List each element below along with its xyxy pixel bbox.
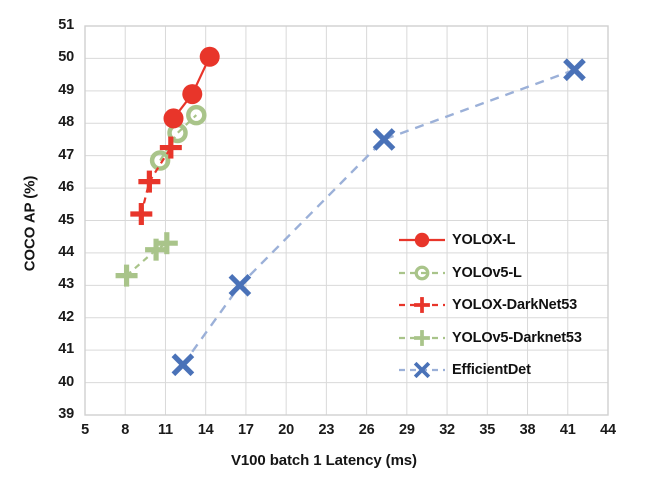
x-tick-label: 38: [519, 422, 536, 438]
x-tick-label: 20: [278, 422, 294, 438]
legend-item-label: YOLOX-DarkNet53: [452, 297, 578, 313]
x-tick-label: 5: [81, 422, 89, 438]
x-tick-label: 26: [358, 422, 375, 438]
y-tick-label: 41: [58, 341, 74, 358]
x-tick-label: 8: [121, 422, 130, 438]
legend-marker-icon: [395, 229, 449, 251]
x-tick-label: 32: [439, 422, 455, 438]
y-tick-label: 42: [58, 308, 74, 325]
series-yolox-l: [163, 46, 220, 129]
legend-item-label: EfficientDet: [452, 362, 531, 378]
legend-item-label: YOLOX-L: [452, 232, 516, 248]
y-tick-label: 46: [58, 179, 74, 196]
x-tick-label: 14: [197, 422, 214, 438]
x-tick-label: 44: [600, 422, 616, 438]
legend-item-yolox-l[interactable]: YOLOX-L: [395, 229, 516, 251]
x-tick-label: 35: [479, 422, 496, 438]
y-tick-label: 51: [58, 17, 74, 33]
y-tick-label: 40: [58, 373, 74, 390]
series-yolov5-darknet53: [115, 232, 178, 287]
x-tick-label: 41: [559, 422, 576, 438]
legend-marker-icon: [395, 294, 449, 316]
legend-marker-icon: [395, 359, 449, 381]
legend-item-yolox-darknet53[interactable]: YOLOX-DarkNet53: [395, 294, 577, 316]
y-axis-title: COCO AP (%): [21, 175, 39, 272]
legend-item-label: YOLOv5-L: [452, 264, 522, 281]
y-tick-label: 44: [58, 243, 74, 260]
x-tick-label: 11: [157, 422, 173, 438]
y-tick-label: 49: [58, 81, 74, 98]
x-tick-label: 29: [398, 422, 415, 438]
y-tick-label: 47: [58, 146, 74, 163]
legend-item-label: YOLOv5-Darknet53: [452, 329, 582, 346]
legend-marker-icon: [395, 262, 449, 284]
series-yolox-darknet53: [130, 136, 182, 226]
y-tick-label: 50: [58, 49, 74, 66]
x-axis-title: V100 batch 1 Latency (ms): [231, 452, 417, 469]
legend-item-yolov5-l[interactable]: YOLOv5-L: [395, 262, 522, 284]
x-tick-label: 17: [238, 422, 254, 438]
y-tick-label: 43: [58, 276, 74, 293]
y-tick-label: 48: [58, 114, 74, 131]
x-tick-label: 23: [318, 422, 335, 438]
legend-marker-icon: [395, 327, 449, 349]
series-efficientdet: [171, 58, 586, 377]
legend-item-yolov5-darknet53[interactable]: YOLOv5-Darknet53: [395, 327, 582, 349]
y-tick-label: 39: [58, 406, 74, 422]
y-tick-label: 45: [58, 211, 74, 228]
legend-item-efficientdet[interactable]: EfficientDet: [395, 359, 531, 381]
